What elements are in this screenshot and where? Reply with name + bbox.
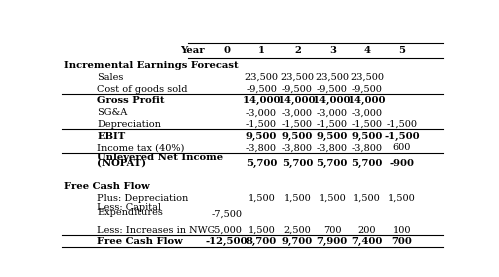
- Text: Less: Capital: Less: Capital: [97, 203, 161, 212]
- Text: -12,500: -12,500: [206, 237, 248, 246]
- Text: 23,500: 23,500: [315, 73, 349, 82]
- Text: 7,400: 7,400: [351, 237, 383, 246]
- Text: SG&A: SG&A: [97, 108, 127, 117]
- Text: 14,000: 14,000: [243, 96, 281, 106]
- Text: 1,500: 1,500: [248, 194, 275, 202]
- Text: 1,500: 1,500: [318, 194, 346, 202]
- Text: Year: Year: [180, 46, 204, 55]
- Text: -1,500: -1,500: [246, 120, 277, 129]
- Text: 4: 4: [364, 46, 371, 55]
- Text: 14,000: 14,000: [278, 96, 317, 106]
- Text: 3: 3: [329, 46, 336, 55]
- Text: -1,500: -1,500: [386, 120, 418, 129]
- Text: 5,700: 5,700: [282, 159, 313, 168]
- Text: 9,700: 9,700: [282, 237, 313, 246]
- Text: Unlevered Net Income: Unlevered Net Income: [97, 153, 224, 162]
- Text: -3,000: -3,000: [352, 108, 383, 117]
- Text: 1: 1: [258, 46, 265, 55]
- Text: 14,000: 14,000: [313, 96, 352, 106]
- Text: Free Cash Flow: Free Cash Flow: [64, 182, 150, 191]
- Text: 9,500: 9,500: [246, 132, 277, 141]
- Text: Less: Increases in NWC: Less: Increases in NWC: [97, 225, 215, 235]
- Text: 5: 5: [398, 46, 405, 55]
- Text: -9,500: -9,500: [282, 85, 313, 94]
- Text: -3,800: -3,800: [246, 143, 277, 152]
- Text: 7,900: 7,900: [317, 237, 348, 246]
- Text: -3,000: -3,000: [282, 108, 313, 117]
- Text: 8,700: 8,700: [246, 237, 277, 246]
- Text: 700: 700: [323, 225, 341, 235]
- Text: 600: 600: [393, 143, 411, 152]
- Text: 9,500: 9,500: [317, 132, 348, 141]
- Text: -9,500: -9,500: [317, 85, 348, 94]
- Text: -1,500: -1,500: [282, 120, 313, 129]
- Text: -1,500: -1,500: [352, 120, 383, 129]
- Text: 23,500: 23,500: [350, 73, 384, 82]
- Text: 9,500: 9,500: [282, 132, 313, 141]
- Text: 1,500: 1,500: [283, 194, 311, 202]
- Text: Cost of goods sold: Cost of goods sold: [97, 85, 188, 94]
- Text: -5,000: -5,000: [211, 225, 242, 235]
- Text: -9,500: -9,500: [246, 85, 277, 94]
- Text: -1,500: -1,500: [384, 132, 420, 141]
- Text: Expenditures: Expenditures: [97, 209, 163, 217]
- Text: 1,500: 1,500: [388, 194, 416, 202]
- Text: 0: 0: [223, 46, 230, 55]
- Text: Depreciation: Depreciation: [97, 120, 161, 129]
- Text: 23,500: 23,500: [280, 73, 314, 82]
- Text: 1,500: 1,500: [248, 225, 275, 235]
- Text: Sales: Sales: [97, 73, 124, 82]
- Text: (NOPAT): (NOPAT): [97, 158, 146, 167]
- Text: 100: 100: [393, 225, 411, 235]
- Text: -3,800: -3,800: [282, 143, 313, 152]
- Text: 1,500: 1,500: [353, 194, 381, 202]
- Text: 700: 700: [392, 237, 412, 246]
- Text: -9,500: -9,500: [352, 85, 383, 94]
- Text: 5,700: 5,700: [351, 159, 383, 168]
- Text: -3,000: -3,000: [317, 108, 348, 117]
- Text: 2,500: 2,500: [283, 225, 311, 235]
- Text: 9,500: 9,500: [351, 132, 383, 141]
- Text: 14,000: 14,000: [348, 96, 386, 106]
- Text: 5,700: 5,700: [246, 159, 277, 168]
- Text: -3,800: -3,800: [317, 143, 348, 152]
- Text: Incremental Earnings Forecast: Incremental Earnings Forecast: [64, 61, 239, 70]
- Text: EBIT: EBIT: [97, 132, 125, 141]
- Text: 23,500: 23,500: [245, 73, 278, 82]
- Text: 5,700: 5,700: [317, 159, 348, 168]
- Text: -3,800: -3,800: [352, 143, 383, 152]
- Text: 200: 200: [358, 225, 376, 235]
- Text: -900: -900: [389, 159, 415, 168]
- Text: Income tax (40%): Income tax (40%): [97, 143, 185, 152]
- Text: Plus: Depreciation: Plus: Depreciation: [97, 194, 189, 202]
- Text: -3,000: -3,000: [246, 108, 277, 117]
- Text: -7,500: -7,500: [211, 209, 242, 219]
- Text: -1,500: -1,500: [317, 120, 348, 129]
- Text: Free Cash Flow: Free Cash Flow: [97, 237, 183, 246]
- Text: Gross Profit: Gross Profit: [97, 96, 165, 106]
- Text: 2: 2: [294, 46, 301, 55]
